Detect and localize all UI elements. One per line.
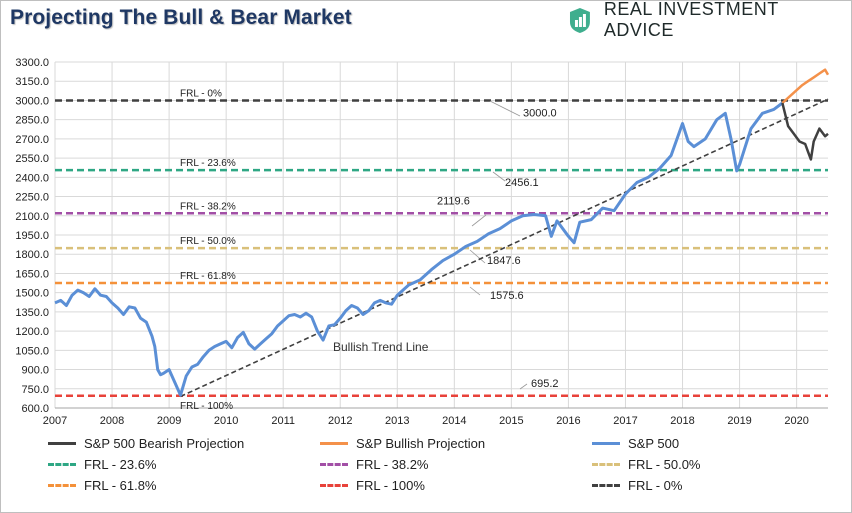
legend-label: S&P 500	[628, 435, 680, 451]
legend-label: FRL - 38.2%	[356, 456, 429, 472]
legend-item: S&P 500	[592, 434, 679, 452]
legend-swatch	[592, 483, 620, 487]
fib-value-label: 1847.6	[487, 255, 521, 267]
legend-label: FRL - 100%	[356, 477, 425, 493]
leader-line	[469, 249, 486, 264]
fib-value-label: 3000.0	[523, 107, 557, 119]
trend-line	[180, 98, 829, 398]
x-tick-label: 2009	[157, 415, 181, 427]
bullish-projection-line	[781, 68, 830, 104]
y-tick-label: 900.0	[21, 365, 49, 377]
legend-swatch	[48, 483, 76, 487]
legend-item: FRL - 61.8%	[48, 476, 157, 494]
sp500-line	[54, 101, 784, 397]
legend-label: S&P Bullish Projection	[356, 435, 486, 451]
fib-level-label: FRL - 0%	[180, 88, 222, 99]
x-tick-label: 2017	[613, 415, 637, 427]
fib-level-label: FRL - 61.8%	[180, 271, 236, 282]
brand-name: REAL INVESTMENT ADVICE	[603, 0, 779, 40]
y-tick-label: 2100.0	[15, 211, 49, 223]
y-tick-label: 1200.0	[15, 326, 49, 338]
x-tick-label: 2011	[271, 415, 295, 427]
x-tick-label: 2016	[556, 415, 580, 427]
x-tick-label: 2019	[727, 415, 751, 427]
trend-line-label: Bullish Trend Line	[333, 340, 429, 354]
x-tick-label: 2007	[43, 415, 67, 427]
legend-swatch	[320, 462, 348, 466]
legend-swatch	[592, 441, 620, 445]
y-tick-label: 2550.0	[15, 153, 49, 165]
fib-level-label: FRL - 50.0%	[180, 236, 236, 247]
y-tick-label: 1800.0	[15, 249, 49, 261]
y-tick-label: 750.0	[21, 384, 49, 396]
fib-value-label: 1575.6	[490, 290, 524, 302]
legend-label: FRL - 23.6%	[84, 456, 157, 472]
x-tick-label: 2008	[100, 415, 124, 427]
y-tick-label: 1050.0	[15, 345, 49, 357]
x-tick-label: 2012	[328, 415, 352, 427]
y-tick-label: 1500.0	[15, 288, 49, 300]
leader-line	[489, 100, 521, 117]
y-tick-label: 2250.0	[15, 192, 49, 204]
leader-line	[492, 171, 506, 182]
legend-swatch	[320, 483, 348, 487]
bearish-projection-line	[781, 102, 829, 161]
x-tick-label: 2014	[442, 415, 466, 427]
legend-item: FRL - 38.2%	[320, 455, 429, 473]
fib-value-label: 695.2	[531, 378, 559, 390]
fib-level-label: FRL - 100%	[180, 401, 233, 412]
y-tick-label: 3300.0	[15, 57, 49, 69]
legend-label: FRL - 0%	[628, 477, 683, 493]
legend-item: FRL - 0%	[592, 476, 682, 494]
legend-item: FRL - 100%	[320, 476, 425, 494]
brand-logo-icon	[569, 8, 590, 33]
x-tick-label: 2015	[499, 415, 523, 427]
y-tick-label: 1650.0	[15, 268, 49, 280]
legend-item: FRL - 50.0%	[592, 455, 701, 473]
fib-level-label: FRL - 23.6%	[180, 158, 236, 169]
legend-item: S&P Bullish Projection	[320, 434, 485, 452]
legend-swatch	[48, 462, 76, 466]
fib-level-label: FRL - 38.2%	[180, 201, 236, 212]
y-tick-label: 3150.0	[15, 76, 49, 88]
legend-label: S&P 500 Bearish Projection	[84, 435, 245, 451]
fib-value-label: 2456.1	[505, 177, 539, 189]
y-tick-label: 600.0	[21, 403, 49, 415]
legend-swatch	[592, 462, 620, 466]
leader-line	[469, 286, 481, 296]
chart-title: Projecting The Bull & Bear Market	[10, 6, 352, 29]
legend-item: S&P 500 Bearish Projection	[48, 434, 244, 452]
legend-swatch	[48, 441, 76, 445]
x-tick-label: 2010	[214, 415, 238, 427]
y-tick-label: 3000.0	[15, 95, 49, 107]
x-tick-label: 2020	[784, 415, 808, 427]
legend-swatch	[320, 441, 348, 445]
y-tick-label: 1350.0	[15, 307, 49, 319]
leader-line	[519, 383, 528, 390]
x-tick-label: 2013	[385, 415, 409, 427]
legend-label: FRL - 50.0%	[628, 456, 701, 472]
y-tick-label: 1950.0	[15, 230, 49, 242]
x-tick-label: 2018	[670, 415, 694, 427]
fib-value-label: 2119.6	[437, 195, 470, 207]
y-tick-label: 2400.0	[15, 172, 49, 184]
y-tick-label: 2700.0	[15, 134, 49, 146]
leader-line	[471, 214, 487, 227]
legend-item: FRL - 23.6%	[48, 455, 157, 473]
legend-label: FRL - 61.8%	[84, 477, 157, 493]
brand: REAL INVESTMENT ADVICE	[566, 0, 852, 40]
y-tick-label: 2850.0	[15, 115, 49, 127]
